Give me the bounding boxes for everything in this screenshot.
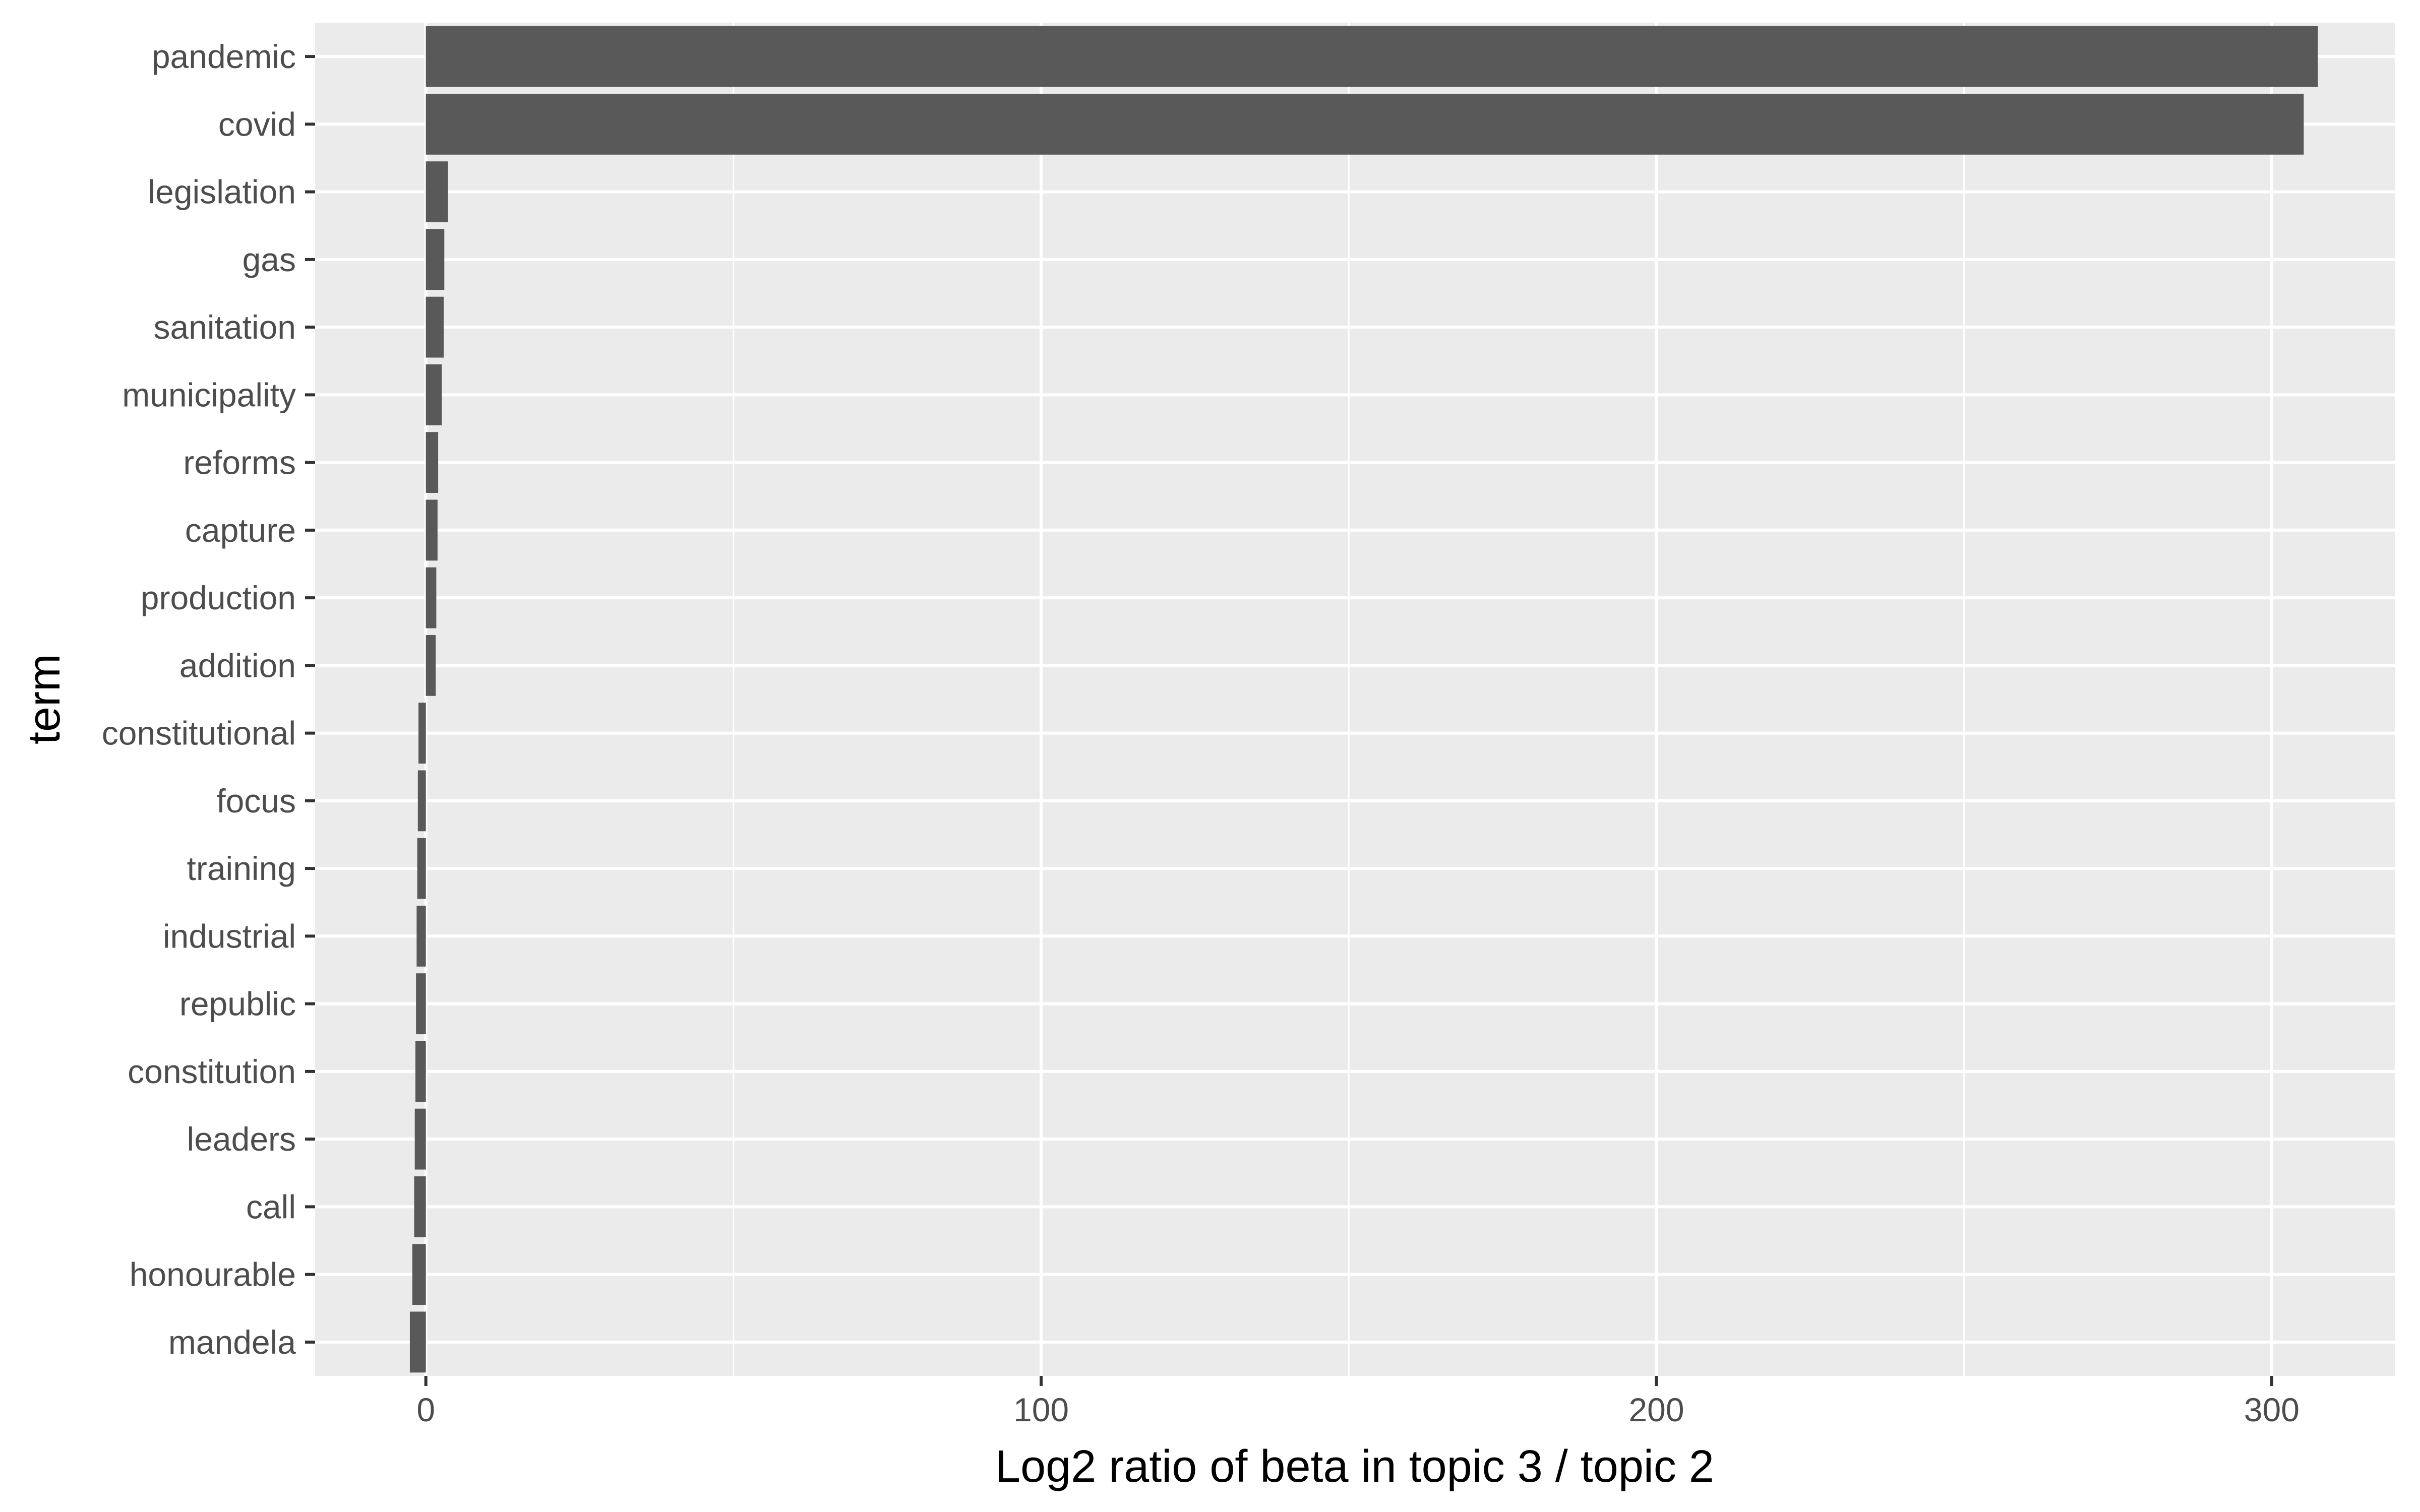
x-tick-label: 200 [1628, 1391, 1684, 1428]
y-tick-label: legislation [148, 173, 296, 211]
y-tick-label: focus [216, 782, 296, 820]
y-tick-label: covid [218, 105, 296, 143]
bar-call [414, 1176, 426, 1237]
bar-legislation [426, 161, 448, 223]
y-tick-label: training [187, 850, 296, 887]
bar-gas [426, 229, 445, 290]
y-tick-label: honourable [130, 1256, 296, 1293]
y-tick-label: municipality [122, 376, 296, 413]
y-tick-label: mandela [168, 1324, 296, 1361]
y-tick-label: reforms [183, 444, 296, 481]
x-tick-label: 0 [416, 1391, 435, 1428]
bar-addition [426, 635, 436, 696]
bar-sanitation [426, 296, 444, 358]
bars [409, 26, 2318, 1373]
y-tick-label: constitutional [102, 715, 296, 752]
bar-leaders [414, 1108, 426, 1170]
y-tick-label: sanitation [153, 308, 296, 346]
y-tick-label: production [141, 579, 296, 616]
bar-covid [426, 93, 2304, 155]
bar-constitutional [418, 703, 426, 764]
y-axis: pandemic covid legislation gas sanitation mun… [102, 38, 315, 1361]
bar-focus [417, 770, 426, 832]
y-tick-label: addition [179, 647, 296, 684]
y-tick-label: constitution [128, 1053, 296, 1090]
bar-capture [426, 499, 438, 561]
x-tick-label: 100 [1013, 1391, 1069, 1428]
minor-grid [733, 23, 1965, 1376]
bar-municipality [426, 364, 442, 425]
x-axis: 0 100 200 300 [416, 1376, 2300, 1428]
plot-panel [315, 23, 2395, 1376]
bar-honourable [412, 1244, 426, 1305]
x-axis-title: Log2 ratio of beta in topic 3 / topic 2 [995, 1441, 1714, 1492]
y-tick-label: pandemic [152, 38, 296, 75]
y-tick-label: gas [243, 241, 296, 278]
y-axis-title: term [19, 654, 70, 744]
y-tick-label: industrial [163, 917, 296, 955]
bar-pandemic [426, 26, 2318, 87]
x-tick-label: 300 [2244, 1391, 2300, 1428]
y-tick-label: call [246, 1188, 296, 1225]
bar-production [426, 567, 437, 628]
bar-industrial [416, 905, 426, 967]
bar-training [417, 838, 426, 899]
bar-mandela [409, 1311, 426, 1373]
major-grid [315, 23, 2395, 1376]
bar-republic [416, 973, 426, 1035]
bar-reforms [426, 432, 439, 493]
bar-constitution [415, 1041, 426, 1102]
y-tick-label: leaders [187, 1120, 296, 1158]
y-tick-label: republic [179, 985, 296, 1023]
y-tick-label: capture [185, 512, 296, 549]
